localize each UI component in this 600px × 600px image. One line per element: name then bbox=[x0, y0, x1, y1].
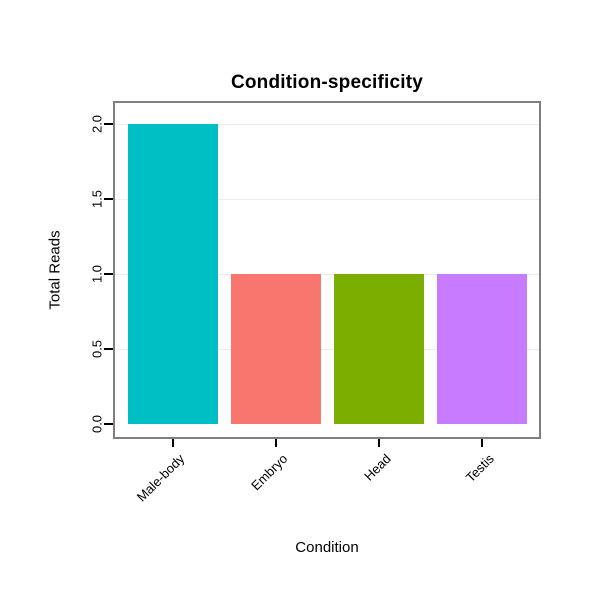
gridline bbox=[115, 198, 539, 200]
x-tick-mark bbox=[378, 439, 380, 447]
y-tick-mark bbox=[104, 348, 113, 350]
y-tick-label: 1.5 bbox=[89, 189, 105, 209]
x-tick-mark bbox=[481, 439, 483, 447]
gridline bbox=[115, 348, 539, 350]
x-tick-mark bbox=[275, 439, 277, 447]
x-axis-label: Condition bbox=[295, 539, 359, 556]
y-tick-mark bbox=[104, 423, 113, 425]
bar-embryo bbox=[231, 274, 321, 424]
y-tick-label: 1.0 bbox=[89, 264, 105, 284]
y-axis-label: Total Reads bbox=[46, 230, 64, 310]
x-tick-mark bbox=[172, 439, 174, 447]
bar-testis bbox=[437, 274, 527, 424]
x-tick-label: Embryo bbox=[248, 451, 291, 494]
x-tick-label: Head bbox=[361, 451, 394, 484]
x-tick-label: Male-body bbox=[134, 451, 188, 505]
bar-male-body bbox=[128, 124, 218, 424]
bar-head bbox=[334, 274, 424, 424]
plot-area bbox=[113, 101, 541, 439]
chart-title: Condition-specificity bbox=[230, 72, 424, 93]
y-tick-label: 0.0 bbox=[89, 414, 105, 434]
y-tick-label: 2.0 bbox=[89, 114, 105, 134]
gridline bbox=[115, 123, 539, 125]
y-tick-mark bbox=[104, 198, 113, 200]
gridline bbox=[115, 273, 539, 275]
y-tick-mark bbox=[104, 123, 113, 125]
y-tick-label: 0.5 bbox=[89, 339, 105, 359]
y-tick-mark bbox=[104, 273, 113, 275]
x-tick-label: Testis bbox=[462, 451, 497, 486]
